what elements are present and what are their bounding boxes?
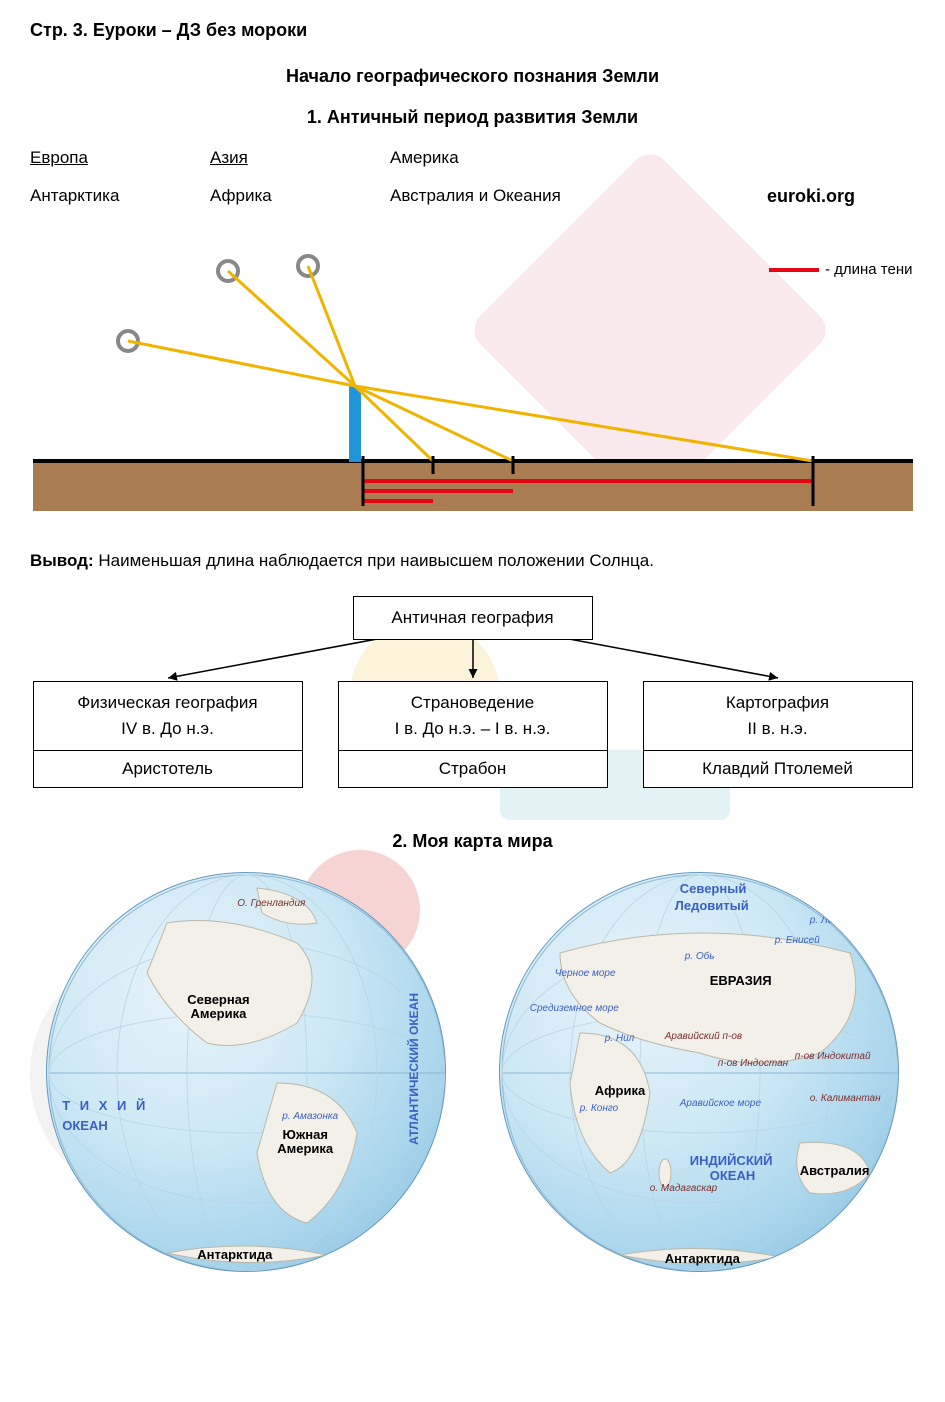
shadow-legend: - длина тени [769, 261, 913, 278]
g1-continent-1: ЮжнаяАмерика [277, 1128, 333, 1157]
g2-ocean-0: Северный [680, 881, 747, 896]
legend-text: - длина тени [825, 261, 913, 278]
conclusion-text: Наименьшая длина наблюдается при наивысш… [94, 551, 654, 570]
g2-continent-0: ЕВРАЗИЯ [710, 973, 772, 988]
tree-author-2: Страбон [338, 751, 608, 788]
conclusion-label: Вывод: [30, 551, 94, 570]
globe-western: СевернаяАмерика ЮжнаяАмерика Антарктида Т … [46, 872, 446, 1272]
tree-root: Античная география [353, 596, 593, 640]
tree-child-3: Картография II в. н.э. [643, 681, 913, 751]
g2-sea-0: Черное море [555, 968, 616, 979]
g2-continent-2: Австралия [800, 1163, 870, 1178]
continent-europe: Европа [30, 148, 210, 168]
g2-island-0: Аравийский п-ов [665, 1031, 742, 1042]
g2-river-0: р. Обь [685, 951, 715, 962]
tree-child-2-period: I в. До н.э. – I в. н.э. [345, 716, 601, 742]
globe-western-circle: СевернаяАмерика ЮжнаяАмерика Антарктида Т … [46, 872, 446, 1272]
g1-continent-2: Антарктида [197, 1248, 272, 1262]
atlantic-ocean-label: АТЛАНТИЧЕСКИЙ ОКЕАН [407, 993, 421, 1145]
g2-river-2: р. Енисей [775, 935, 820, 946]
continent-antarctica: Антарктика [30, 186, 210, 206]
continent-america: Америка [390, 148, 570, 168]
tree-child-1-period: IV в. До н.э. [40, 716, 296, 742]
globe1-grid [47, 873, 446, 1272]
globe-eastern: ЕВРАЗИЯ Африка Австралия Антарктида Северны… [499, 872, 899, 1272]
section2-title: 2. Моя карта мира [30, 831, 915, 852]
g2-continent-1: Африка [595, 1083, 645, 1098]
page-header: Стр. 3. Еуроки – ДЗ без мороки [30, 20, 915, 41]
g1-ocean-0: Т И Х И Й [62, 1098, 148, 1113]
g1-river-0: р. Амазонка [282, 1111, 338, 1122]
continents-row-1: Европа Азия Америка [30, 148, 915, 168]
continent-asia: Азия [210, 148, 390, 168]
g1-island-0: О. Гренландия [237, 898, 305, 909]
main-title: Начало географического познания Земли [30, 66, 915, 87]
tree-child-2-name: Страноведение [345, 690, 601, 716]
globe-eastern-circle: ЕВРАЗИЯ Африка Австралия Антарктида Северны… [499, 872, 899, 1272]
globes-container: СевернаяАмерика ЮжнаяАмерика Антарктида Т … [30, 872, 915, 1272]
continent-australia: Австралия и Океания [390, 186, 670, 206]
section1-title: 1. Античный период развития Земли [30, 107, 915, 128]
g1-ocean-1: ОКЕАН [62, 1118, 108, 1133]
g2-ocean-1: Ледовитый [675, 898, 749, 913]
g2-river-1: р. Лена [810, 915, 845, 926]
g2-island-2: п-ов Индокитай [795, 1051, 871, 1062]
continents-row-2: Антарктика Африка Австралия и Океания eu… [30, 186, 915, 206]
tree-author-1: Аристотель [33, 751, 303, 788]
g2-island-1: п-ов Индостан [718, 1058, 788, 1069]
g2-ocean-2: ИНДИЙСКИЙ [690, 1153, 773, 1168]
shadow-diagram: - длина тени [33, 246, 913, 536]
tree-child-3-name: Картография [650, 690, 906, 716]
g2-river-4: р. Конго [580, 1103, 618, 1114]
g1-continent-0: СевернаяАмерика [187, 993, 249, 1022]
watermark-text: euroki.org [767, 186, 855, 207]
g2-island-3: о. Калимантан [810, 1093, 881, 1104]
continent-africa: Африка [210, 186, 390, 206]
tree-child-2: Страноведение I в. До н.э. – I в. н.э. [338, 681, 608, 751]
tree-child-1: Физическая география IV в. До н.э. [33, 681, 303, 751]
g2-river-3: р. Нил [605, 1033, 635, 1044]
tree-diagram: Античная география Физическая география … [33, 596, 913, 806]
conclusion: Вывод: Наименьшая длина наблюдается при … [30, 551, 915, 571]
globe2-grid [500, 873, 899, 1272]
tree-child-3-period: II в. н.э. [650, 716, 906, 742]
tree-author-3: Клавдий Птолемей [643, 751, 913, 788]
g2-sea-2: Аравийское море [680, 1098, 761, 1109]
g2-ocean-3: ОКЕАН [710, 1168, 756, 1183]
tree-child-1-name: Физическая география [40, 690, 296, 716]
legend-line-icon [769, 268, 819, 272]
g2-sea-1: Средиземное море [530, 1003, 619, 1014]
g2-continent-3: Антарктида [665, 1251, 740, 1266]
shadow-svg [33, 246, 913, 536]
g2-island-4: о. Мадагаскар [650, 1183, 717, 1194]
